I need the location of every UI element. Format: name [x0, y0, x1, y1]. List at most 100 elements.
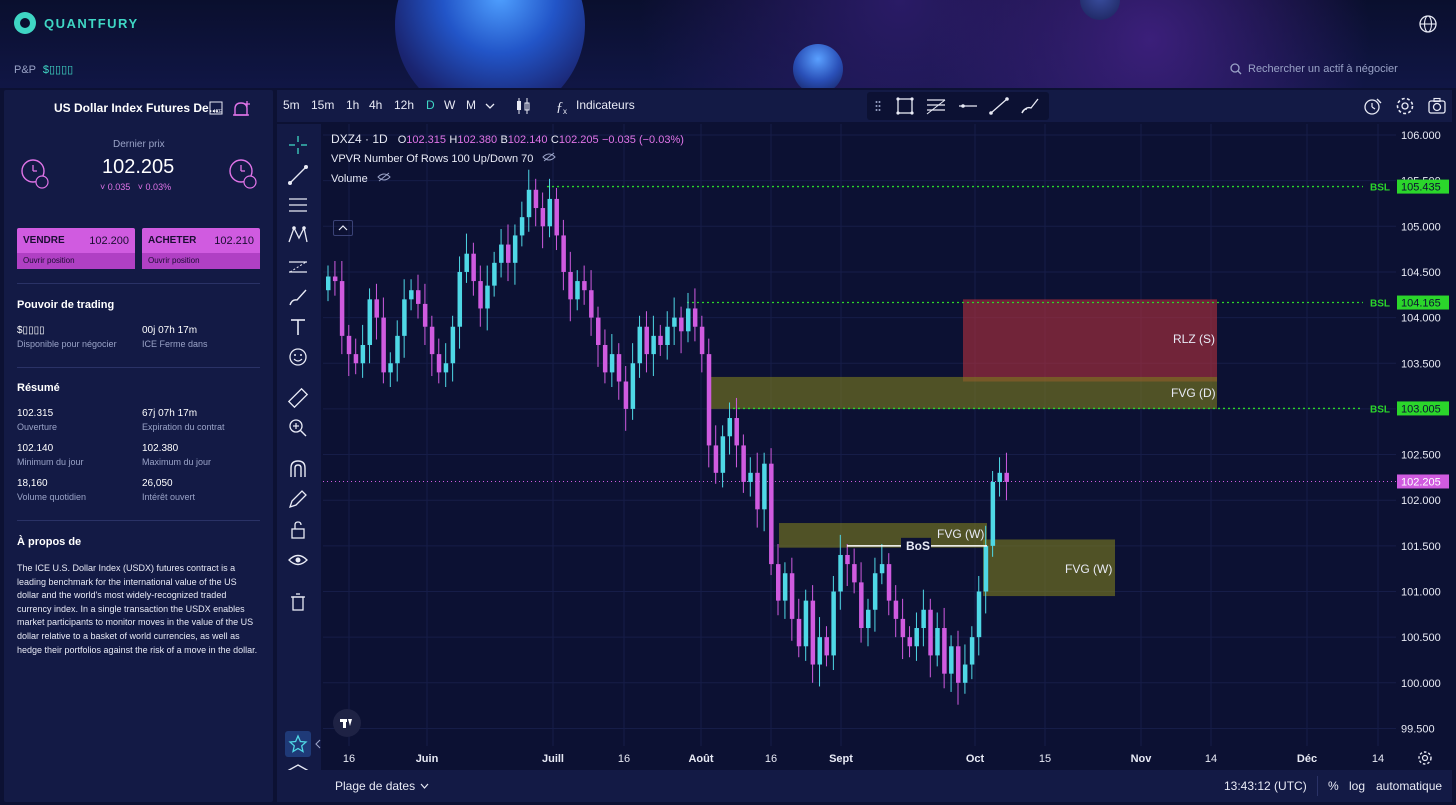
price-axis-tick: 106.000 [1401, 130, 1441, 142]
ruler-icon[interactable] [287, 387, 309, 409]
candle-body [651, 335, 656, 355]
timeframe-1h[interactable]: 1h [346, 98, 360, 112]
magnet-icon[interactable] [287, 458, 309, 480]
collapse-legend-button[interactable] [333, 220, 353, 236]
crosshair-icon[interactable] [287, 134, 309, 156]
clock-utc[interactable]: 13:43:12 (UTC) [1224, 779, 1307, 793]
fib-retracement-icon[interactable] [287, 194, 309, 216]
candle-body [526, 189, 532, 218]
legend-symbol: DXZ4 · 1D [331, 132, 388, 146]
candle-body [658, 335, 663, 345]
price-axis-tick: 101.500 [1401, 541, 1441, 553]
vpvr-indicator-label[interactable]: VPVR Number Of Rows 100 Up/Down 70 [331, 152, 557, 165]
volume-indicator-label[interactable]: Volume [331, 172, 391, 185]
alert-clock-icon[interactable] [1363, 96, 1383, 116]
candle-body [769, 463, 774, 565]
bsl-price-tag [1397, 295, 1449, 310]
globe-icon[interactable] [1418, 14, 1438, 34]
summary-label: Ouverture [17, 422, 58, 432]
percent-scale-toggle[interactable]: % [1328, 779, 1339, 793]
divider [17, 520, 260, 521]
rectangle-tool-icon[interactable] [895, 96, 915, 116]
app-logo[interactable]: QUANTFURY [14, 12, 139, 34]
hidden-eye-icon[interactable] [377, 172, 391, 182]
tradingview-logo[interactable] [333, 709, 361, 737]
candle-body [630, 363, 636, 409]
zoom-in-icon[interactable] [287, 417, 309, 439]
emoji-tool-icon[interactable] [287, 346, 309, 368]
bull-alert-icon[interactable] [228, 158, 258, 190]
lock-icon[interactable] [287, 519, 309, 541]
summary-label: Maximum du jour [142, 457, 212, 467]
zone-label: FVG (D) [1171, 386, 1216, 400]
bell-plus-icon[interactable] [230, 99, 252, 121]
brush-tool-icon[interactable] [287, 286, 309, 308]
pencil-lock-icon[interactable] [287, 488, 309, 510]
chart-area[interactable]: BSL 105.435 BSL 104.165 BSL 103.005 RLZ (S) FVG… [323, 124, 1452, 768]
brush-icon[interactable] [1019, 96, 1041, 116]
trend-line-tool-icon[interactable] [287, 164, 309, 186]
candle-body [346, 335, 352, 355]
time-axis-tick: Déc [1297, 753, 1317, 765]
pattern-tool-icon[interactable] [287, 224, 309, 246]
legend-close-label: C [550, 134, 559, 146]
price-chart[interactable]: BSL 105.435 BSL 104.165 BSL 103.005 RLZ (S) FVG… [323, 124, 1452, 768]
candle-body [879, 564, 885, 574]
camera-icon[interactable] [1427, 96, 1447, 116]
candle-body [395, 335, 400, 364]
price-axis-tick: 102.500 [1401, 450, 1441, 462]
price-axis-tick: 100.500 [1401, 632, 1441, 644]
chevron-down-icon[interactable] [485, 102, 495, 110]
collapse-chevron-icon[interactable] [315, 739, 321, 749]
zone-fvg-d- [709, 376, 1217, 409]
candle-body [679, 317, 684, 332]
chevron-down-icon[interactable] [420, 783, 429, 790]
summary-volume: 18,160 Volume quotidien [17, 478, 86, 502]
instrument-title: US Dollar Index Futures De... [54, 101, 219, 115]
divider [1317, 776, 1318, 796]
auto-scale-toggle[interactable]: automatique [1376, 779, 1443, 793]
trash-icon[interactable] [287, 591, 309, 613]
timeframe-4h[interactable]: 4h [369, 98, 383, 112]
text-tool-icon[interactable] [287, 316, 309, 338]
horizontal-line-icon[interactable] [957, 96, 979, 116]
sell-button[interactable]: VENDRE 102.200 Ouvrir position [17, 228, 135, 269]
projection-tool-icon[interactable] [287, 256, 309, 278]
time-axis-tick: Oct [966, 753, 985, 765]
candle-body [796, 618, 802, 647]
indicators-button[interactable]: Indicateurs [576, 98, 635, 112]
fib-tool-icon[interactable] [925, 96, 947, 116]
trend-line-icon[interactable] [988, 96, 1010, 116]
candle-body [928, 609, 933, 656]
candle-body [665, 326, 670, 345]
date-range-button[interactable]: Plage de dates [335, 779, 416, 793]
candle-body [699, 326, 705, 355]
candle-body [955, 646, 961, 683]
background-planet [395, 0, 585, 88]
log-scale-toggle[interactable]: log [1349, 779, 1366, 793]
favorites-button[interactable] [285, 731, 311, 757]
timeframe-d[interactable]: D [426, 98, 435, 112]
bsl-price-tag [1397, 179, 1449, 194]
candle-body [471, 253, 476, 282]
bear-alert-icon[interactable] [20, 158, 50, 190]
timeframe-m[interactable]: M [466, 98, 476, 112]
hidden-eye-icon[interactable] [542, 152, 557, 162]
candle-body [339, 281, 345, 336]
timeframe-w[interactable]: W [444, 98, 456, 112]
drawing-tools-sidebar [277, 124, 321, 802]
chart-settings-icon[interactable] [1417, 750, 1433, 766]
timeframe-12h[interactable]: 12h [394, 98, 415, 112]
eye-icon[interactable] [287, 549, 309, 571]
candle-body [505, 244, 511, 263]
timeframe-5m[interactable]: 5m [283, 98, 300, 112]
candle-body [402, 299, 407, 336]
buy-button[interactable]: ACHETER 102.210 Ouvrir position [142, 228, 260, 269]
candlestick-type-icon[interactable] [515, 97, 531, 115]
settings-gear-icon[interactable] [1395, 96, 1415, 116]
asset-search[interactable]: Rechercher un actif à négocier [1230, 63, 1398, 75]
timeframe-15m[interactable]: 15m [311, 98, 335, 112]
about-title: À propos de [17, 536, 82, 548]
drag-handle-icon[interactable] [875, 100, 881, 112]
